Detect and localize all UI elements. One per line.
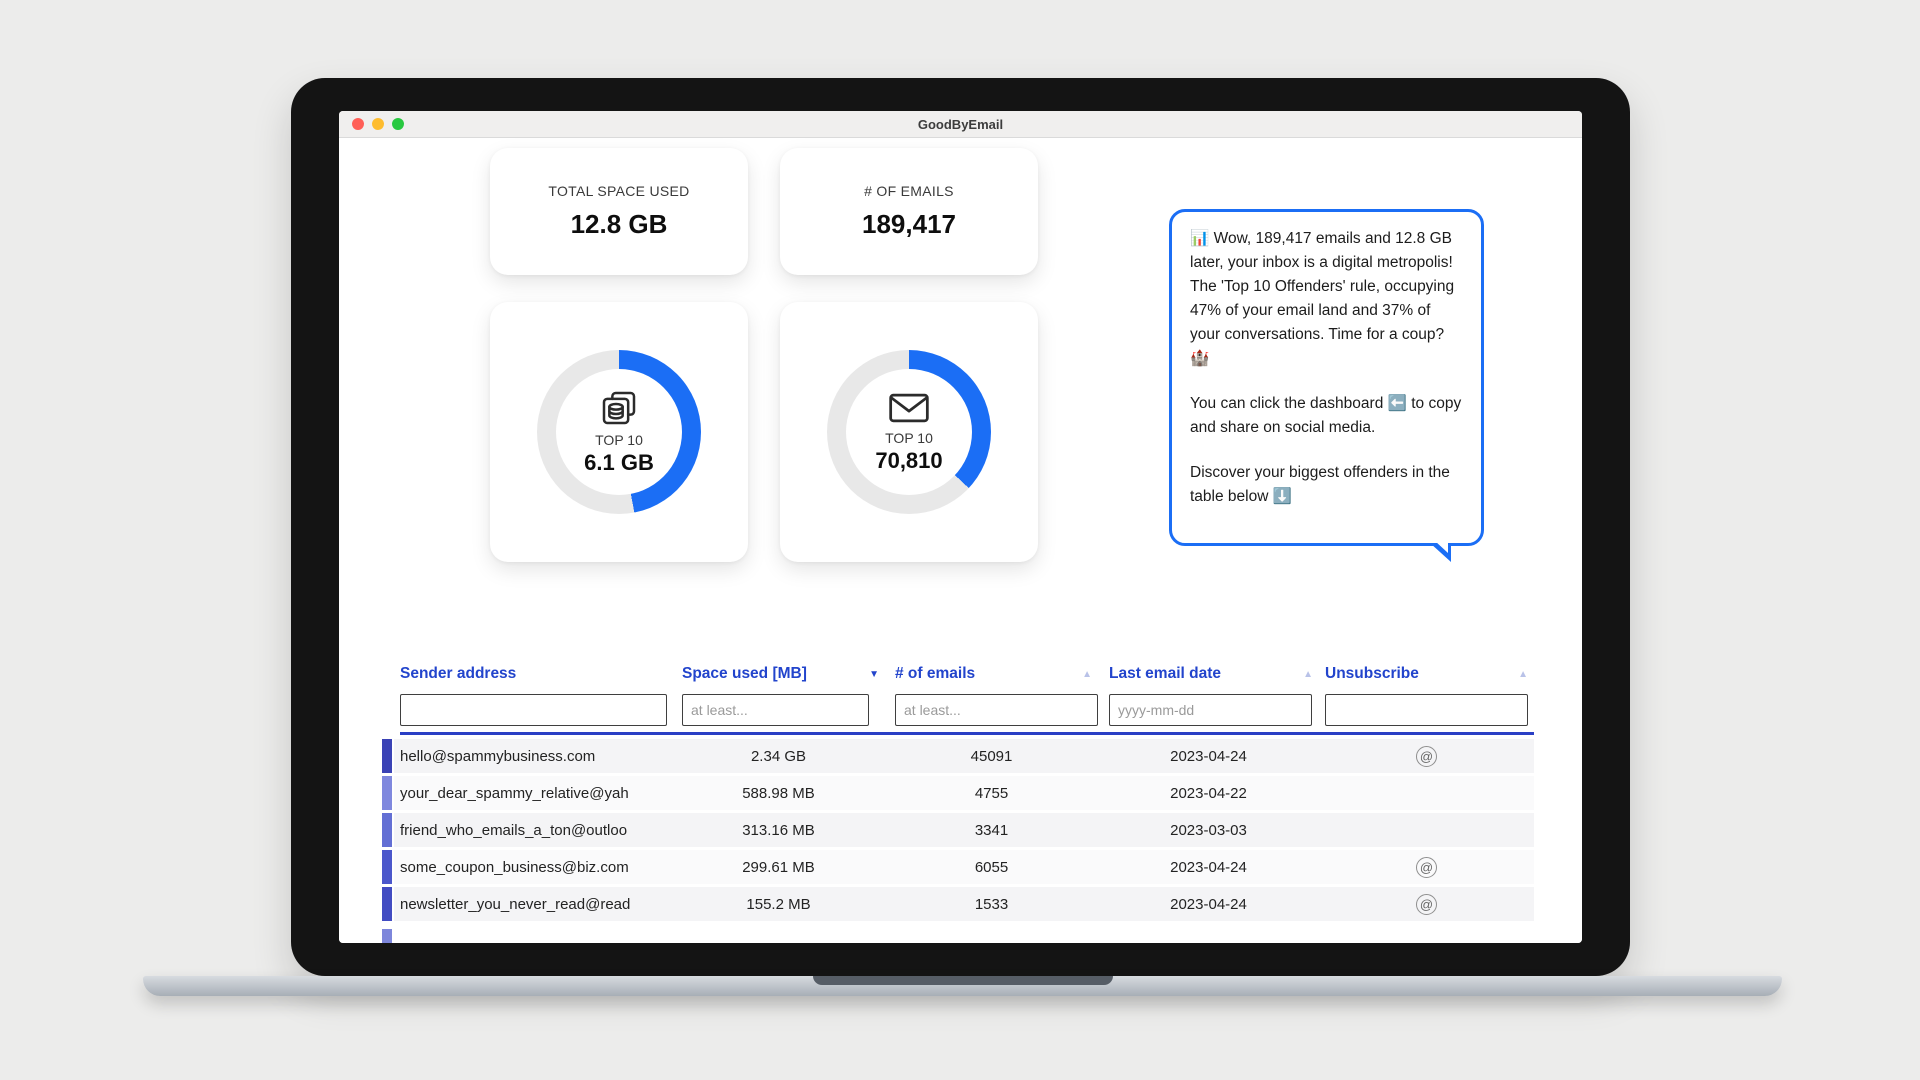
num-emails-cell: 4755 — [974, 784, 1009, 802]
sender-cell: hello@spammybusiness.com — [400, 747, 596, 765]
bubble-paragraph: You can click the dashboard ⬅️ to copy a… — [1190, 395, 1462, 437]
stat-card-email-count[interactable]: # OF EMAILS 189,417 — [780, 148, 1038, 275]
table-header-row: Sender address Space used [MB] ▼ # of em… — [400, 665, 1534, 683]
column-header-label: Space used [MB] — [682, 665, 807, 682]
assistant-speech-bubble: 📊 Wow, 189,417 emails and 12.8 GB later,… — [1169, 209, 1484, 563]
num-emails-cell: 6055 — [974, 858, 1009, 876]
donut-card-top10-emails[interactable]: TOP 10 70,810 — [780, 302, 1038, 562]
stat-value: 12.8 GB — [570, 209, 668, 239]
sender-cell: your_dear_spammy_relative@yah — [400, 784, 629, 802]
laptop-hinge-notch — [812, 976, 1113, 985]
sort-desc-icon: ▼ — [869, 668, 879, 680]
stat-card-total-space[interactable]: TOTAL SPACE USED 12.8 GB — [490, 148, 748, 275]
last-email-date-cell: 2023-03-03 — [1170, 821, 1247, 839]
last-email-date-cell: 2023-04-24 — [1170, 747, 1247, 765]
bubble-tail-fill — [1435, 541, 1448, 554]
stat-value: 189,417 — [862, 209, 956, 239]
table-row: some_coupon_business@biz.com 299.61 MB 6… — [382, 850, 1534, 884]
app-content: TOTAL SPACE USED 12.8 GB # OF EMAILS 189… — [339, 138, 1582, 943]
filter-last-date-input[interactable] — [1109, 694, 1312, 726]
table-row: your_dear_spammy_relative@yah 588.98 MB … — [382, 776, 1534, 810]
last-email-date-cell: 2023-04-22 — [1170, 784, 1247, 802]
num-emails-cell: 3341 — [974, 821, 1009, 839]
sender-cell: some_coupon_business@biz.com — [400, 858, 629, 876]
unsubscribe-button[interactable]: @ — [1416, 856, 1437, 878]
table-filter-row — [400, 694, 1534, 726]
filter-space-used-input[interactable] — [682, 694, 869, 726]
column-header-num-emails[interactable]: # of emails ▲ — [885, 665, 1098, 683]
space-used-cell: 313.16 MB — [742, 821, 815, 839]
envelope-icon — [887, 390, 931, 426]
table-body: hello@spammybusiness.com 2.34 GB 45091 2… — [382, 739, 1534, 924]
table-header-divider — [400, 732, 1534, 735]
window-titlebar: GoodByEmail — [339, 111, 1582, 138]
app-window: GoodByEmail TOTAL SPACE USED 12.8 GB # O… — [339, 111, 1582, 943]
num-emails-cell: 1533 — [974, 895, 1009, 913]
table-row: friend_who_emails_a_ton@outloo 313.16 MB… — [382, 813, 1534, 847]
row-accent-bar — [382, 776, 392, 810]
column-header-label: # of emails — [895, 665, 976, 682]
close-window-button[interactable] — [352, 118, 364, 130]
filter-num-emails-input[interactable] — [895, 694, 1098, 726]
space-used-cell: 155.2 MB — [746, 895, 811, 913]
database-stack-icon — [599, 388, 639, 428]
unsubscribe-button[interactable]: @ — [1416, 745, 1437, 767]
next-row-accent-bar — [382, 929, 392, 943]
donut-chart-top10-emails: TOP 10 70,810 — [827, 350, 991, 514]
window-title: GoodByEmail — [917, 116, 1004, 132]
sort-asc-icon: ▲ — [1518, 668, 1528, 680]
space-used-cell: 588.98 MB — [742, 784, 815, 802]
sender-cell: newsletter_you_never_read@read — [400, 895, 631, 913]
minimize-window-button[interactable] — [372, 118, 384, 130]
column-header-label: Last email date — [1109, 665, 1221, 682]
column-header-unsubscribe[interactable]: Unsubscribe ▲ — [1319, 665, 1534, 683]
space-used-cell: 2.34 GB — [750, 747, 807, 765]
filter-sender-input[interactable] — [400, 694, 667, 726]
bubble-paragraph: Discover your biggest offenders in the t… — [1190, 464, 1450, 506]
column-header-sender-address[interactable]: Sender address — [400, 665, 672, 683]
donut-chart-top10-space: TOP 10 6.1 GB — [537, 350, 701, 514]
column-header-last-email-date[interactable]: Last email date ▲ — [1098, 665, 1319, 683]
sort-asc-icon: ▲ — [1082, 668, 1092, 680]
table-row: newsletter_you_never_read@read 155.2 MB … — [382, 887, 1534, 921]
stat-label: TOTAL SPACE USED — [548, 183, 690, 199]
table-row: hello@spammybusiness.com 2.34 GB 45091 2… — [382, 739, 1534, 773]
zoom-window-button[interactable] — [392, 118, 404, 130]
donut-value: 70,810 — [875, 448, 943, 473]
sender-cell: friend_who_emails_a_ton@outloo — [400, 821, 628, 839]
column-header-label: Unsubscribe — [1325, 665, 1419, 682]
donut-label: TOP 10 — [595, 432, 643, 448]
row-accent-bar — [382, 739, 392, 773]
last-email-date-cell: 2023-04-24 — [1170, 895, 1247, 913]
sort-asc-icon: ▲ — [1303, 668, 1313, 680]
column-header-label: Sender address — [400, 665, 517, 682]
num-emails-cell: 45091 — [970, 747, 1013, 765]
laptop-base — [143, 976, 1782, 996]
donut-card-top10-space[interactable]: TOP 10 6.1 GB — [490, 302, 748, 562]
filter-unsubscribe-input[interactable] — [1325, 694, 1528, 726]
traffic-lights — [352, 118, 404, 130]
donut-value: 6.1 GB — [584, 450, 654, 475]
row-accent-bar — [382, 850, 392, 884]
donut-center: TOP 10 70,810 — [846, 369, 972, 495]
last-email-date-cell: 2023-04-24 — [1170, 858, 1247, 876]
bubble-paragraph: 📊 Wow, 189,417 emails and 12.8 GB later,… — [1190, 230, 1455, 368]
column-header-space-used[interactable]: Space used [MB] ▼ — [672, 665, 885, 683]
stat-label: # OF EMAILS — [864, 183, 954, 199]
unsubscribe-button[interactable]: @ — [1416, 893, 1437, 915]
space-used-cell: 299.61 MB — [742, 858, 815, 876]
donut-label: TOP 10 — [885, 430, 933, 446]
laptop-mockup: GoodByEmail TOTAL SPACE USED 12.8 GB # O… — [291, 78, 1630, 976]
donut-center: TOP 10 6.1 GB — [556, 369, 682, 495]
row-accent-bar — [382, 887, 392, 921]
row-accent-bar — [382, 813, 392, 847]
